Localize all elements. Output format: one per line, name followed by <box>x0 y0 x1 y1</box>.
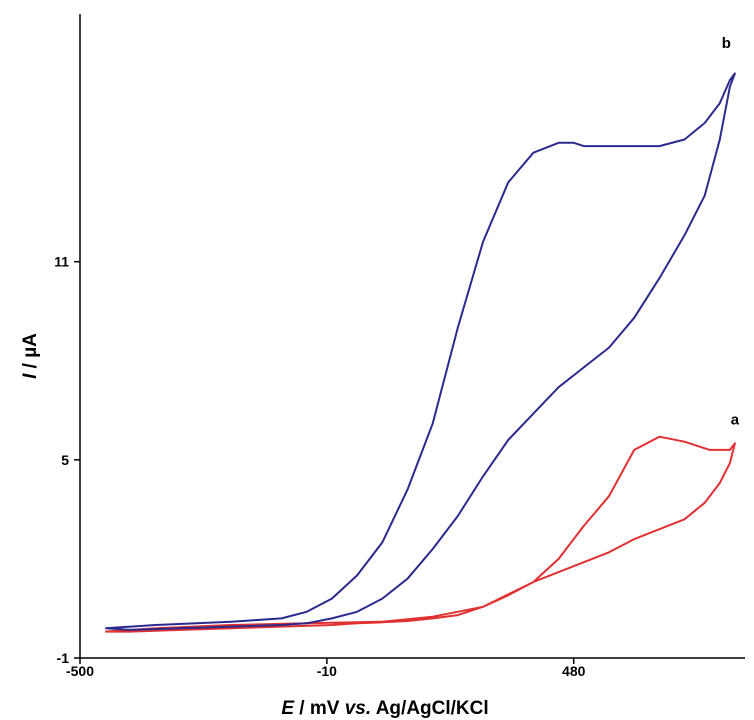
x-axis-label-symbol: E <box>281 698 295 719</box>
series-labels: ab <box>722 35 740 428</box>
x-axis-label-reference: Ag/AgCl/KCl <box>371 698 489 719</box>
series-label-a: a <box>731 412 740 429</box>
axis-ticks: -500 -10 480 -1 5 11 <box>54 254 585 679</box>
x-axis-label-unit: / mV <box>294 698 345 719</box>
x-axis-label-vs: vs. <box>345 698 371 719</box>
x-tick-label: -10 <box>317 663 337 679</box>
x-tick-label: -500 <box>66 663 94 679</box>
chart-series <box>105 72 736 633</box>
y-tick-label: -1 <box>57 650 70 666</box>
y-axis-label: I / µA <box>20 333 41 379</box>
series-label-b: b <box>722 35 731 52</box>
y-axis-label-unit: / µA <box>20 333 41 374</box>
x-axis-label: E / mV vs. Ag/AgCl/KCl <box>281 698 488 719</box>
y-tick-label: 11 <box>54 254 69 270</box>
series-line-b <box>105 72 736 631</box>
x-tick-label: 480 <box>562 663 586 679</box>
y-axis-label-symbol: I <box>20 373 41 379</box>
series-line-a <box>105 435 736 633</box>
y-tick-label: 5 <box>61 452 69 468</box>
